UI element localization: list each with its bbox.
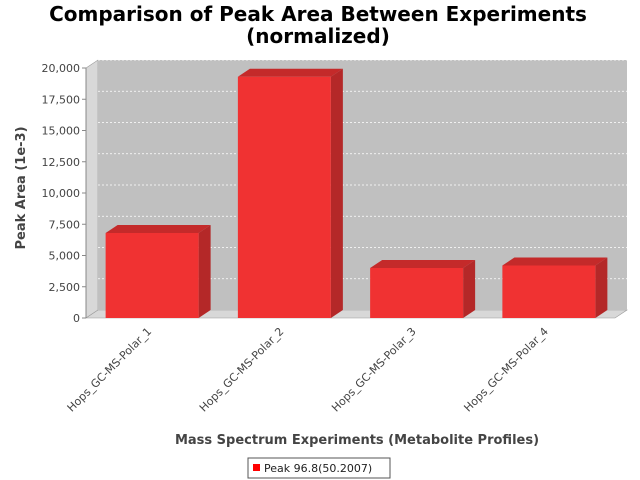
x-tick-label: Hops_GC-MS-Polar_4 [461, 325, 551, 415]
y-tick-label: 10,000 [42, 187, 81, 200]
bar-top [502, 257, 608, 266]
x-axis-label: Mass Spectrum Experiments (Metabolite Pr… [175, 433, 539, 448]
bar-top [237, 68, 343, 77]
y-tick-label: 7,500 [49, 218, 81, 231]
x-tick-label: Hops_GC-MS-Polar_3 [329, 325, 419, 415]
legend: Peak 96.8(50.2007) [247, 457, 391, 479]
y-tick-label: 15,000 [42, 125, 81, 138]
bar-side [330, 68, 343, 318]
chart-title: Comparison of Peak Area Between Experime… [49, 2, 587, 26]
bar-front [502, 265, 596, 318]
bar [502, 257, 608, 318]
y-tick-label: 2,500 [49, 281, 81, 294]
y-tick-label: 17,500 [42, 93, 81, 106]
chart-subtitle: (normalized) [246, 24, 390, 48]
y-axis: 0 2,500 5,000 7,500 10,000 12,500 15,000 17,500… [42, 62, 87, 325]
y-tick-label: 0 [73, 312, 80, 325]
left-wall [85, 59, 99, 319]
bar-front [237, 76, 331, 318]
bar-side [595, 257, 608, 318]
x-axis: Hops_GC-MS-Polar_1 Hops_GC-MS-Polar_2 Hops… [65, 325, 551, 415]
bar [370, 260, 476, 318]
y-tick-label: 12,500 [42, 156, 81, 169]
bars [105, 68, 608, 318]
bar-side [198, 225, 211, 318]
y-axis-label: Peak Area (1e-3) [14, 126, 29, 249]
bar-top [370, 260, 476, 268]
legend-label: Peak 96.8(50.2007) [264, 462, 372, 475]
bar [237, 68, 343, 318]
x-tick-label: Hops_GC-MS-Polar_1 [65, 325, 155, 415]
bar-top [105, 225, 211, 233]
y-tick-label: 5,000 [49, 250, 81, 263]
bar-front [105, 233, 199, 318]
bar [105, 225, 211, 318]
bar-side [463, 260, 476, 318]
bar-front [370, 268, 464, 318]
y-tick-label: 20,000 [42, 62, 81, 75]
legend-box [247, 457, 391, 479]
x-tick-label: Hops_GC-MS-Polar_2 [197, 325, 287, 415]
legend-swatch [253, 464, 260, 471]
